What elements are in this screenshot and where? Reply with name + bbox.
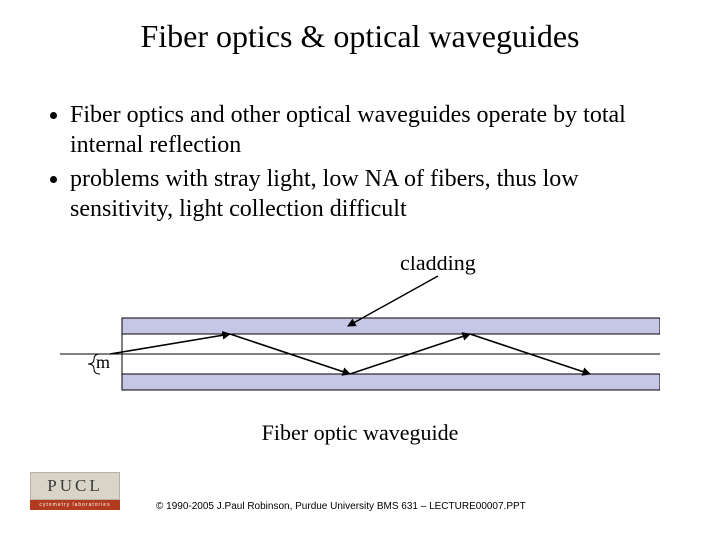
fiber-diagram: cladding m xyxy=(60,256,660,436)
copyright-text: © 1990-2005 J.Paul Robinson, Purdue Univ… xyxy=(156,501,526,512)
slide: Fiber optics & optical waveguides Fiber … xyxy=(0,0,720,540)
logo-top-text: PUCL xyxy=(30,472,120,500)
svg-text:cladding: cladding xyxy=(400,256,476,275)
slide-title: Fiber optics & optical waveguides xyxy=(0,18,720,55)
bullet-item: problems with stray light, low NA of fib… xyxy=(70,164,678,224)
logo-bottom-text: cytometry laboratories xyxy=(30,500,120,510)
bullet-list: Fiber optics and other optical waveguide… xyxy=(48,100,678,228)
fiber-svg: cladding m xyxy=(60,256,660,436)
bullet-item: Fiber optics and other optical waveguide… xyxy=(70,100,678,160)
svg-text:m: m xyxy=(96,352,110,372)
logo: PUCL cytometry laboratories xyxy=(30,472,120,510)
diagram-caption: Fiber optic waveguide xyxy=(0,420,720,446)
